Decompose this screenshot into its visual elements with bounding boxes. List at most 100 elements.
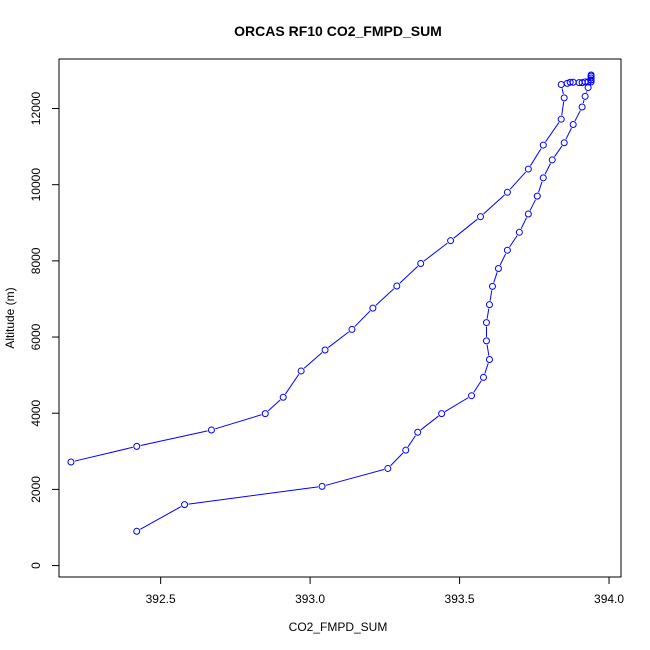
data-point (503, 246, 511, 254)
data-point (318, 482, 326, 490)
series-segment (509, 171, 527, 190)
series-segment (188, 486, 319, 505)
data-point (578, 79, 586, 87)
data-point (578, 103, 586, 111)
series-segment (520, 217, 528, 229)
series-segment (499, 253, 507, 266)
y-axis: 0 2000 4000 6000 8000 10000 12000 (29, 92, 60, 569)
data-point (488, 282, 496, 290)
x-tick-label: 393.0 (295, 592, 325, 606)
data-point (584, 84, 592, 92)
data-point (485, 356, 493, 364)
series-segment (303, 352, 323, 369)
x-tick-label: 392.5 (146, 592, 176, 606)
chart-title: ORCAS RF10 CO2_FMPD_SUM (234, 23, 442, 39)
y-tick-label: 6000 (29, 323, 43, 350)
y-axis-label: Altitude (m) (3, 287, 17, 348)
series-segment (529, 199, 536, 211)
series-segment (444, 397, 469, 412)
y-tick-label: 8000 (29, 247, 43, 274)
data-point (468, 392, 476, 400)
series-segment (545, 122, 560, 143)
series-segment (554, 145, 563, 157)
series-segment (483, 194, 505, 215)
series-segment (267, 399, 281, 412)
series-segment (139, 506, 182, 530)
series-segment (561, 101, 565, 116)
data-point (447, 237, 455, 245)
series-segment (489, 290, 493, 301)
series-segment (215, 414, 262, 430)
data-point (479, 373, 487, 381)
data-point (539, 141, 547, 149)
series-segment (574, 110, 581, 122)
y-tick-label: 0 (29, 562, 43, 569)
y-tick-label: 2000 (29, 476, 43, 503)
data-point (384, 464, 392, 472)
data-point (485, 301, 493, 309)
series-segment (561, 88, 564, 95)
data-point (402, 446, 410, 454)
data-point (207, 426, 215, 434)
series-segment (354, 310, 371, 327)
x-axis: 392.5 393.0 393.5 394.0 (146, 576, 624, 606)
data-point (524, 210, 532, 218)
series-segment (390, 452, 404, 466)
series-segment (565, 127, 572, 140)
data-point (482, 337, 490, 345)
series-segment (420, 415, 439, 431)
data-point (566, 78, 574, 86)
series-segment (486, 344, 490, 356)
data-point (560, 139, 568, 147)
data-point (587, 71, 595, 79)
data-point (524, 165, 532, 173)
series-segment (74, 446, 133, 462)
series-segment (285, 373, 300, 395)
series-segment (493, 272, 498, 283)
y-tick-label: 4000 (29, 400, 43, 427)
data-point (369, 304, 377, 312)
data-point (503, 188, 511, 196)
data-point (279, 393, 287, 401)
series-segment (538, 181, 543, 193)
data-point (133, 442, 141, 450)
data-point (557, 115, 565, 123)
series-segment (582, 100, 585, 104)
series-segment (407, 435, 416, 448)
series-segment (327, 331, 350, 348)
data-point (297, 367, 305, 375)
x-tick-label: 394.0 (594, 592, 624, 606)
y-tick-label: 12000 (29, 92, 43, 126)
data-point (414, 428, 422, 436)
data-series (67, 71, 595, 535)
data-point (539, 174, 547, 182)
data-point (560, 94, 568, 102)
data-point (393, 282, 401, 290)
series-segment (423, 242, 448, 262)
data-point (581, 92, 589, 100)
data-point (321, 346, 329, 354)
data-point (569, 121, 577, 129)
series-segment (509, 235, 518, 248)
data-point (133, 527, 141, 535)
data-point (482, 319, 490, 327)
data-point (494, 264, 502, 272)
data-point (533, 192, 541, 200)
y-tick-label: 10000 (29, 168, 43, 202)
x-tick-label: 393.5 (445, 592, 475, 606)
data-point (417, 260, 425, 268)
data-point (181, 501, 189, 509)
series-segment (473, 380, 482, 393)
series-segment (486, 308, 490, 319)
series-layer (67, 71, 595, 535)
data-point (548, 156, 556, 164)
series-segment (375, 288, 395, 306)
data-point (348, 325, 356, 333)
plot-frame (58, 58, 622, 578)
data-point (261, 410, 269, 418)
data-point (477, 213, 484, 221)
series-segment (399, 265, 419, 284)
data-point (438, 410, 446, 418)
series-segment (325, 469, 385, 486)
series-segment (140, 430, 208, 446)
